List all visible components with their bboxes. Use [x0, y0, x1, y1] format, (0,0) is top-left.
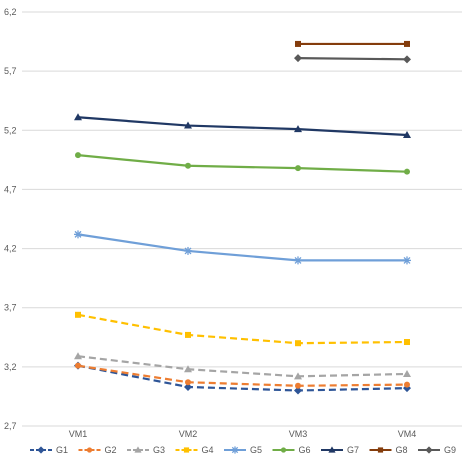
legend-marker: [231, 446, 239, 454]
data-point: [74, 230, 82, 239]
legend-item-g8: G8: [369, 445, 408, 455]
data-point: [185, 379, 191, 386]
legend-marker: [37, 446, 45, 454]
y-tick-label: 5,2: [4, 125, 17, 135]
y-tick-label: 5,7: [4, 66, 17, 76]
series-g5: [74, 230, 411, 265]
data-point: [74, 113, 82, 121]
data-point: [75, 362, 81, 369]
legend-item-g4: G4: [175, 445, 214, 455]
x-axis-ticks: VM1 VM2 VM3 VM4: [69, 429, 417, 439]
legend-item-g3: G3: [127, 445, 165, 455]
y-tick-label: 2,7: [4, 421, 17, 431]
data-point: [185, 331, 191, 338]
legend-item-g2: G2: [78, 445, 117, 455]
data-point: [294, 372, 302, 380]
data-point: [184, 365, 192, 373]
data-point: [184, 246, 192, 255]
data-point: [295, 40, 301, 47]
data-point: [184, 121, 192, 129]
data-point: [295, 340, 301, 347]
legend-label: G4: [202, 445, 214, 455]
legend-label: G2: [105, 445, 117, 455]
series-line: [297, 57, 408, 61]
data-point: [294, 256, 302, 265]
legend-item-g5: G5: [224, 445, 262, 455]
data-point: [403, 256, 411, 265]
legend-marker: [328, 446, 336, 453]
data-point: [294, 125, 302, 133]
data-point: [294, 54, 302, 63]
series-g9: [294, 54, 411, 64]
gridlines: [22, 11, 462, 427]
x-tick-label: VM1: [69, 429, 88, 439]
y-tick-label: 4,7: [4, 184, 17, 194]
series-g4: [75, 311, 410, 347]
data-point: [294, 386, 302, 395]
legend-label: G8: [396, 445, 408, 455]
data-point: [295, 165, 301, 172]
series-line: [77, 364, 408, 387]
x-tick-label: VM3: [289, 429, 308, 439]
legend-item-g7: G7: [321, 445, 359, 455]
data-point: [74, 352, 82, 360]
legend-marker: [134, 446, 142, 453]
data-point: [404, 381, 410, 388]
legend-marker: [280, 447, 287, 453]
data-point: [75, 152, 81, 159]
y-axis-ticks: 2,7 3,2 3,7 4,2 4,7 5,2 5,7 6,2: [4, 7, 17, 431]
data-point: [403, 131, 411, 139]
legend-item-g9: G9: [418, 445, 456, 455]
legend-marker: [425, 446, 433, 454]
series-line: [77, 313, 408, 345]
legend-label: G6: [299, 445, 311, 455]
series-g6: [75, 152, 410, 175]
data-point: [404, 168, 410, 175]
x-tick-label: VM4: [398, 429, 417, 439]
series-line: [77, 355, 408, 378]
data-point: [403, 369, 411, 377]
legend-label: G5: [250, 445, 262, 455]
y-tick-label: 3,7: [4, 303, 17, 313]
legend-marker: [377, 447, 384, 453]
legend-label: G7: [347, 445, 359, 455]
series-line: [77, 233, 407, 262]
legend-label: G9: [444, 445, 456, 455]
legend-marker: [86, 447, 93, 453]
data-point: [404, 339, 410, 346]
data-point: [185, 162, 191, 169]
legend-marker: [183, 447, 190, 453]
series-g8: [295, 40, 410, 47]
data-point: [184, 382, 192, 391]
data-point: [75, 311, 81, 318]
data-point: [404, 40, 410, 47]
series-line: [77, 154, 408, 173]
legend-item-g6: G6: [272, 445, 311, 455]
legend-label: G1: [56, 445, 68, 455]
y-tick-label: 3,2: [4, 362, 17, 372]
legend-label: G3: [153, 445, 165, 455]
legend: G1 G2 G3 G4 G5 G6 G7 G8 G9: [30, 445, 456, 455]
series-g3: [74, 352, 411, 380]
series-g7: [74, 113, 411, 139]
series-line: [77, 116, 408, 137]
x-tick-label: VM2: [179, 429, 198, 439]
y-tick-label: 6,2: [4, 7, 17, 17]
series-lines: [74, 40, 411, 395]
series-g2: [75, 362, 410, 389]
data-point: [403, 55, 411, 64]
legend-item-g1: G1: [30, 445, 68, 455]
series-line: [77, 364, 408, 392]
data-point: [295, 382, 301, 389]
y-tick-label: 4,2: [4, 244, 17, 254]
